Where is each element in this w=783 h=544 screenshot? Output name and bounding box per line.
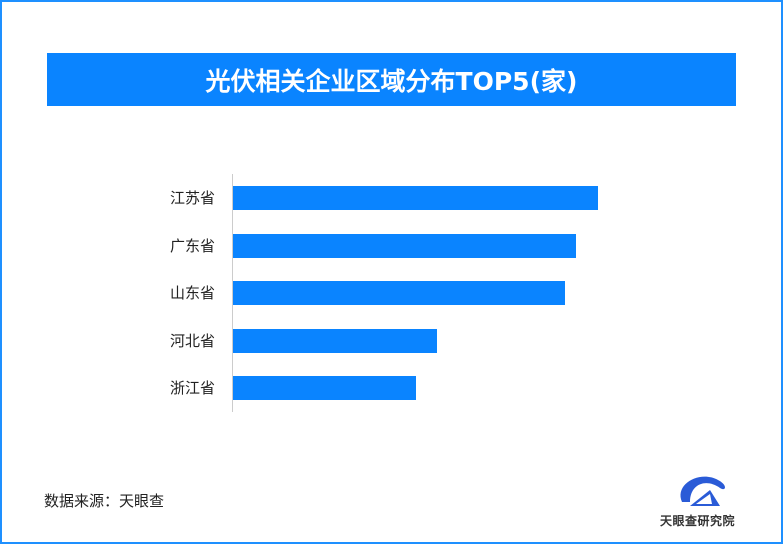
category-label: 河北省	[169, 331, 215, 350]
logo-text: 天眼查研究院	[660, 514, 736, 528]
chart-title: 光伏相关企业区域分布TOP5(家)	[47, 53, 736, 106]
data-source: 数据来源：天眼查	[44, 492, 165, 510]
bar	[233, 233, 577, 258]
bar	[233, 376, 416, 400]
bar	[233, 281, 566, 305]
category-label: 广东省	[169, 236, 215, 255]
category-label: 江苏省	[169, 189, 215, 207]
tianyancha-logo-icon	[680, 476, 725, 506]
category-label: 山东省	[169, 284, 215, 302]
bar	[233, 328, 438, 353]
category-label: 浙江省	[169, 379, 215, 397]
bar	[233, 186, 598, 210]
category-axis-line	[232, 174, 233, 412]
